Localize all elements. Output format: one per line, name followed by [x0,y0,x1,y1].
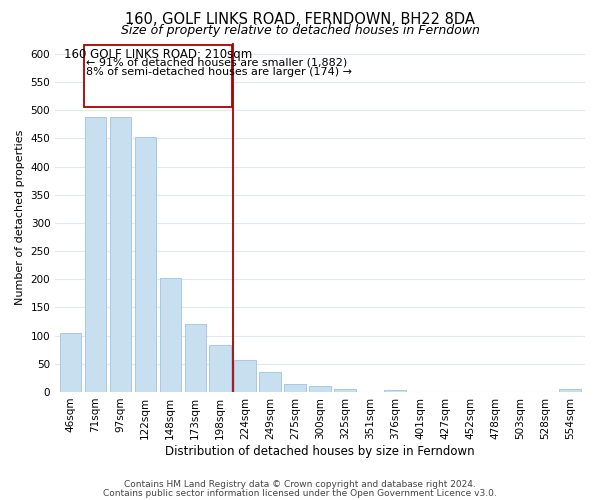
Text: 160 GOLF LINKS ROAD: 210sqm: 160 GOLF LINKS ROAD: 210sqm [64,48,252,61]
Bar [185,324,206,392]
Bar [160,278,181,392]
Bar [310,386,331,392]
Bar [259,372,281,392]
Bar [559,389,581,392]
Text: Size of property relative to detached houses in Ferndown: Size of property relative to detached ho… [121,24,479,37]
Bar [385,390,406,392]
Bar [84,46,232,108]
Text: 160, GOLF LINKS ROAD, FERNDOWN, BH22 8DA: 160, GOLF LINKS ROAD, FERNDOWN, BH22 8DA [125,12,475,28]
Text: ← 91% of detached houses are smaller (1,882): ← 91% of detached houses are smaller (1,… [86,58,347,68]
Text: Contains HM Land Registry data © Crown copyright and database right 2024.: Contains HM Land Registry data © Crown c… [124,480,476,489]
Bar [85,117,106,392]
Bar [235,360,256,392]
Y-axis label: Number of detached properties: Number of detached properties [15,130,25,305]
X-axis label: Distribution of detached houses by size in Ferndown: Distribution of detached houses by size … [165,444,475,458]
Bar [209,344,231,392]
Bar [59,333,81,392]
Bar [134,137,156,392]
Bar [110,117,131,392]
Bar [334,389,356,392]
Text: 8% of semi-detached houses are larger (174) →: 8% of semi-detached houses are larger (1… [86,66,352,76]
Text: Contains public sector information licensed under the Open Government Licence v3: Contains public sector information licen… [103,488,497,498]
Bar [284,384,306,392]
